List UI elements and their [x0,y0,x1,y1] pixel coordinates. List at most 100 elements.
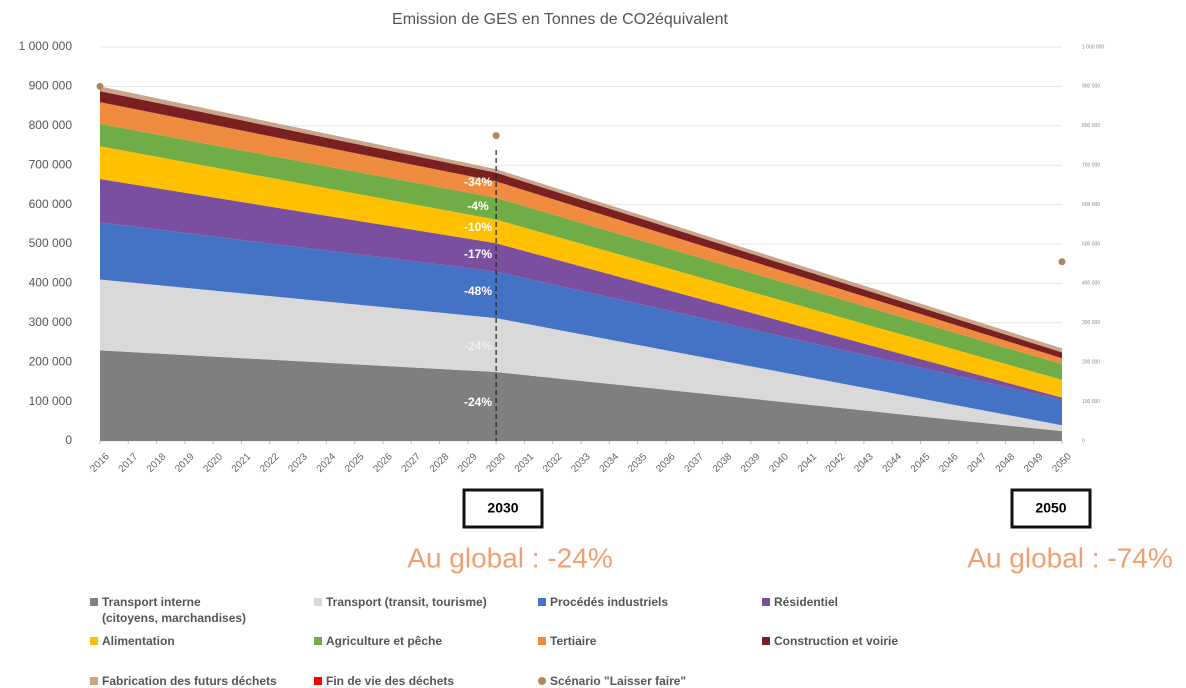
scenario-point [96,82,104,90]
y2-tick-label: 300 000 [1082,320,1100,326]
legend-item: Transport (transit, tourisme) [314,594,487,610]
y2-tick-label: 500 000 [1082,241,1100,247]
annotation: -10% [464,220,492,234]
x-tick-label: 2046 [937,451,961,475]
x-tick-label: 2034 [598,451,622,475]
x-tick-label: 2029 [456,451,480,475]
x-tick-label: 2044 [881,451,905,475]
x-tick-label: 2045 [909,451,933,475]
x-tick-label: 2048 [994,451,1018,475]
annotation: -24% [464,395,492,409]
legend-marker [90,677,98,685]
legend-marker [314,598,322,606]
x-tick-label: 2021 [230,451,254,475]
annotation: -4% [467,199,489,213]
legend-label: Fin de vie des déchets [326,674,455,688]
y-tick-label: 200 000 [29,354,73,368]
legend-item: Tertiaire [538,633,596,649]
x-tick-label: 2039 [739,451,763,475]
annotation: -48% [464,284,492,298]
annotation: -24% [464,339,492,353]
area [100,279,1062,432]
x-tick-label: 2031 [513,451,537,475]
x-tick-label: 2043 [852,451,876,475]
x-tick-label: 2024 [315,451,339,475]
y2-tick-label: 600 000 [1082,202,1100,208]
legend-label: Résidentiel [774,595,839,609]
y-tick-label: 100 000 [29,394,73,408]
y2-tick-label: 200 000 [1082,360,1100,366]
y2-tick-label: 0 [1082,438,1085,444]
legend-marker [538,598,546,606]
x-tick-label: 2020 [202,451,226,475]
x-tick-label: 2017 [117,451,141,475]
y-tick-label: 0 [65,433,72,447]
milestone-label: 2050 [1035,500,1066,516]
legend-label: Tertiaire [550,634,597,648]
legend-item: Procédés industriels [538,594,668,610]
legend-item: Alimentation [90,633,175,649]
area [100,178,1062,400]
x-tick-label: 2035 [626,451,650,475]
area [100,350,1062,441]
scenario-point [492,132,500,140]
legend-marker [538,637,546,645]
x-tick-label: 2023 [286,451,310,475]
x-tick-label: 2047 [965,451,989,475]
legend-marker [90,637,98,645]
legend-item: Transport interne (citoyens, marchandise… [90,594,246,626]
y-tick-label: 700 000 [29,157,73,171]
legend-label: Agriculture et pêche [326,634,443,648]
scenario-point [1058,258,1066,266]
y2-tick-label: 1 000 000 [1082,44,1104,50]
y2-tick-label: 700 000 [1082,163,1100,169]
legend-marker [538,677,546,685]
legend-label: Construction et voirie [774,634,899,648]
x-tick-label: 2025 [343,451,367,475]
x-tick-label: 2026 [371,451,395,475]
legend-marker [90,598,98,606]
x-tick-label: 2028 [428,451,452,475]
y2-tick-label: 900 000 [1082,84,1100,90]
y-tick-label: 600 000 [29,197,73,211]
x-tick-label: 2033 [569,451,593,475]
y-tick-label: 300 000 [29,315,73,329]
y2-tick-label: 800 000 [1082,123,1100,129]
x-tick-label: 2040 [767,451,791,475]
x-tick-label: 2038 [711,451,735,475]
legend-marker [314,677,322,685]
x-tick-label: 2036 [654,451,678,475]
annotation: -34% [464,175,492,189]
milestone-summary: Au global : -24% [407,542,612,573]
x-tick-label: 2032 [541,451,565,475]
legend-label: Procédés industriels [550,595,669,609]
x-tick-label: 2027 [400,451,424,475]
y-tick-label: 800 000 [29,118,73,132]
annotation: -17% [464,247,492,261]
legend-label: Scénario "Laisser faire" [550,674,687,688]
legend-label: Alimentation [102,634,175,648]
x-tick-label: 2019 [173,451,197,475]
legend-marker [762,637,770,645]
area [100,102,1062,365]
legend-item: Scénario "Laisser faire" [538,673,686,688]
area [100,222,1062,426]
x-tick-label: 2030 [484,451,508,475]
legend-label: Transport (transit, tourisme) [326,595,487,609]
x-tick-label: 2042 [824,451,848,475]
x-tick-label: 2041 [796,451,820,475]
legend-item: Résidentiel [762,594,838,610]
legend-marker [762,598,770,606]
area [100,91,1062,359]
y-tick-label: 900 000 [29,79,73,93]
y-tick-label: 500 000 [29,236,73,250]
x-tick-label: 2018 [145,451,169,475]
milestone-summary: Au global : -74% [967,542,1172,573]
legend-item: Construction et voirie [762,633,898,649]
milestone-label: 2030 [487,500,518,516]
legend-label: Fabrication des futurs déchets [102,674,277,688]
area [100,146,1062,398]
milestone-box [1010,488,1092,529]
